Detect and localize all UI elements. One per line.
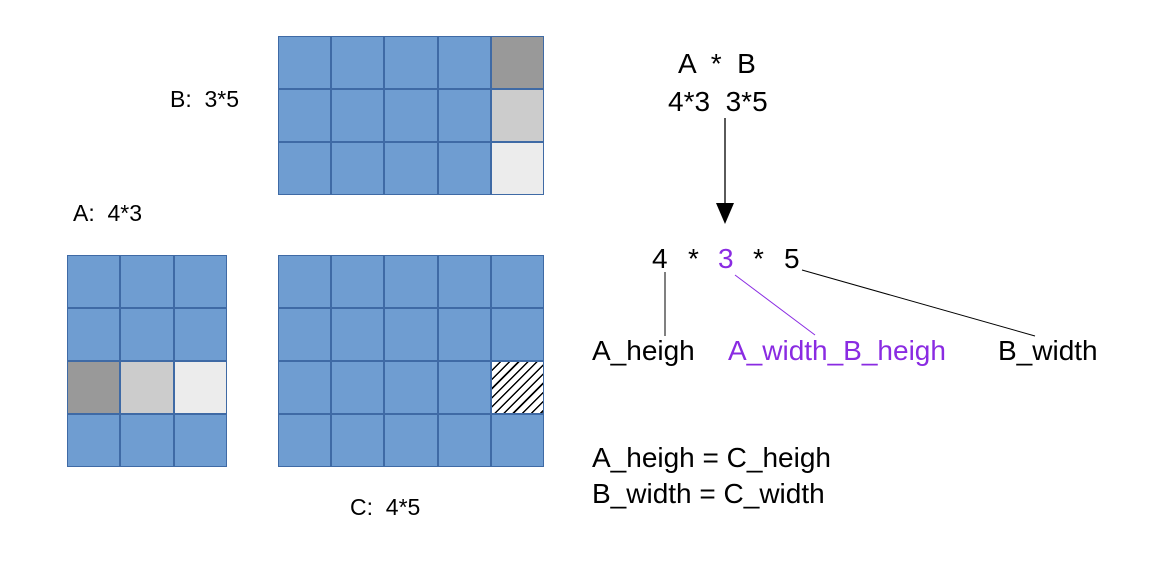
matrix-b-cell <box>278 36 332 89</box>
matrix-c-cell <box>278 414 332 467</box>
rule-width: B_width = C_width <box>592 478 825 509</box>
matrix-a-label: A: 4*3 <box>73 200 143 226</box>
matrix-a-cell <box>120 361 174 414</box>
matrix-b-grid <box>278 36 544 195</box>
matrix-c-cell <box>384 255 438 308</box>
matrix-b-cell <box>384 142 438 195</box>
matrix-c-cell <box>490 414 544 467</box>
matrix-c-cell <box>437 414 491 467</box>
down-arrow-head <box>716 203 734 224</box>
matrix-b-cell <box>437 36 491 89</box>
combined-n2: 3 <box>718 243 734 274</box>
term-shared: A_width_B_heigh <box>728 335 946 366</box>
matrix-c-cell <box>437 255 491 308</box>
matrix-b-label: B: 3*5 <box>170 86 240 112</box>
matrix-c-cell <box>278 255 332 308</box>
matrix-c-hatched-cell <box>490 361 544 414</box>
matrix-c-cell <box>437 308 491 361</box>
matrix-c-cell <box>490 255 544 308</box>
matrix-b-cell <box>490 89 544 142</box>
matrix-c-cell <box>331 308 385 361</box>
matrix-a-grid <box>67 255 227 467</box>
equation-dims: 4*3 3*5 <box>668 86 768 117</box>
matrix-c-cell <box>331 414 385 467</box>
term-b-width: B_width <box>998 335 1098 366</box>
matrix-c-grid <box>278 255 544 467</box>
matrix-b-cell <box>437 89 491 142</box>
matrix-c-cell <box>331 255 385 308</box>
combined-star1: * <box>688 243 699 274</box>
matrix-b-cell <box>490 36 544 89</box>
matrix-a-cell <box>67 308 121 361</box>
matrix-c-cell <box>278 361 332 414</box>
combined-n1: 4 <box>652 243 668 274</box>
matrix-b-cell <box>331 36 385 89</box>
matrix-c-cell <box>490 308 544 361</box>
rule-height: A_heigh = C_heigh <box>592 442 831 473</box>
matrix-c-cell <box>437 361 491 414</box>
matrix-b-cell <box>490 142 544 195</box>
combined-star2: * <box>753 243 764 274</box>
matrix-a-cell <box>120 255 174 308</box>
line-shared-dimension <box>734 274 816 336</box>
matrix-b-cell <box>278 89 332 142</box>
matrix-b-cell <box>384 36 438 89</box>
matrix-c-label: C: 4*5 <box>350 494 421 520</box>
matrix-a-cell <box>67 255 121 308</box>
matrix-a-cell <box>173 414 227 467</box>
matrix-a-cell <box>67 414 121 467</box>
matrix-a-cell <box>173 308 227 361</box>
matrix-b-cell <box>278 142 332 195</box>
matrix-b-cell <box>437 142 491 195</box>
matrix-a-cell <box>173 255 227 308</box>
matrix-a-cell <box>67 361 121 414</box>
matrix-a-cell <box>173 361 227 414</box>
matrix-a-cell <box>120 308 174 361</box>
matrix-a-cell <box>120 414 174 467</box>
matrix-c-cell <box>384 414 438 467</box>
combined-n3: 5 <box>784 243 800 274</box>
matrix-b-cell <box>331 89 385 142</box>
equation-names: A * B <box>678 48 756 79</box>
term-a-heigh: A_heigh <box>592 335 695 366</box>
matrix-b-cell <box>331 142 385 195</box>
matrix-c-cell <box>278 308 332 361</box>
matrix-c-cell <box>384 361 438 414</box>
matrix-b-cell <box>384 89 438 142</box>
matrix-c-cell <box>331 361 385 414</box>
matrix-c-cell <box>384 308 438 361</box>
line-b-width <box>801 269 1036 337</box>
